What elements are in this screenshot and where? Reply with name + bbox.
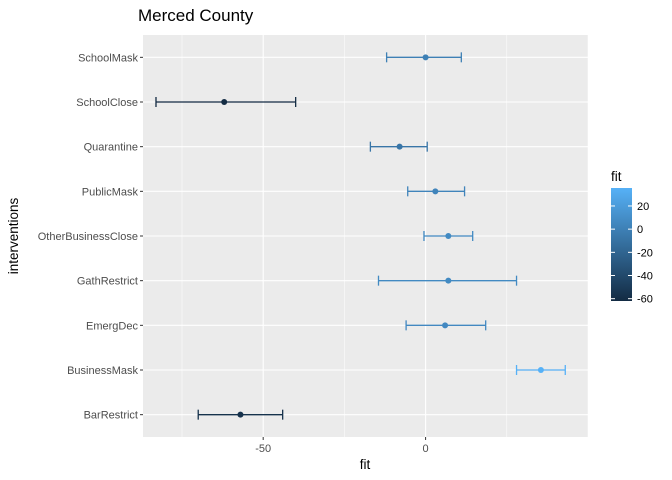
data-point (422, 54, 429, 61)
data-point (396, 143, 403, 150)
y-axis-title: interventions (6, 197, 21, 274)
y-tick-label: SchoolMask (78, 52, 138, 64)
x-axis-title: fit (360, 457, 371, 472)
data-point (221, 99, 228, 105)
data-point (432, 188, 439, 195)
y-tick-label: SchoolClose (76, 97, 138, 109)
y-tick-label: GathRestrict (77, 276, 138, 288)
legend: fit 20 0 -20 -40 -60 (611, 169, 653, 306)
y-tick-label: BarRestrict (84, 410, 138, 422)
y-tick-label: Quarantine (84, 142, 138, 154)
data-point (442, 322, 449, 329)
y-tick-label: BusinessMask (67, 365, 138, 377)
y-tick-label: EmergDec (86, 320, 138, 332)
x-tick-label: -50 (255, 443, 271, 455)
chart-title: Merced County (138, 6, 254, 25)
points (221, 54, 544, 418)
legend-ticks: 20 0 -20 -40 -60 (611, 201, 653, 306)
legend-colorbar (611, 188, 632, 301)
legend-tick-label: -60 (637, 294, 653, 306)
legend-tick-label: -40 (637, 271, 653, 283)
y-tick-label: PublicMask (82, 186, 139, 198)
data-point (537, 367, 544, 373)
data-point (237, 411, 244, 418)
legend-tick-label: 20 (637, 201, 649, 213)
data-point (445, 277, 452, 284)
legend-tick-label: 0 (637, 224, 643, 236)
legend-title: fit (611, 169, 622, 184)
x-axis: -50 0 (255, 437, 429, 455)
y-tick-label: OtherBusinessClose (38, 231, 138, 243)
data-point (445, 233, 452, 239)
x-tick-label: 0 (423, 443, 429, 455)
legend-tick-label: -20 (637, 247, 653, 259)
y-axis: SchoolMask SchoolClose Quarantine PublicMas… (38, 52, 143, 422)
